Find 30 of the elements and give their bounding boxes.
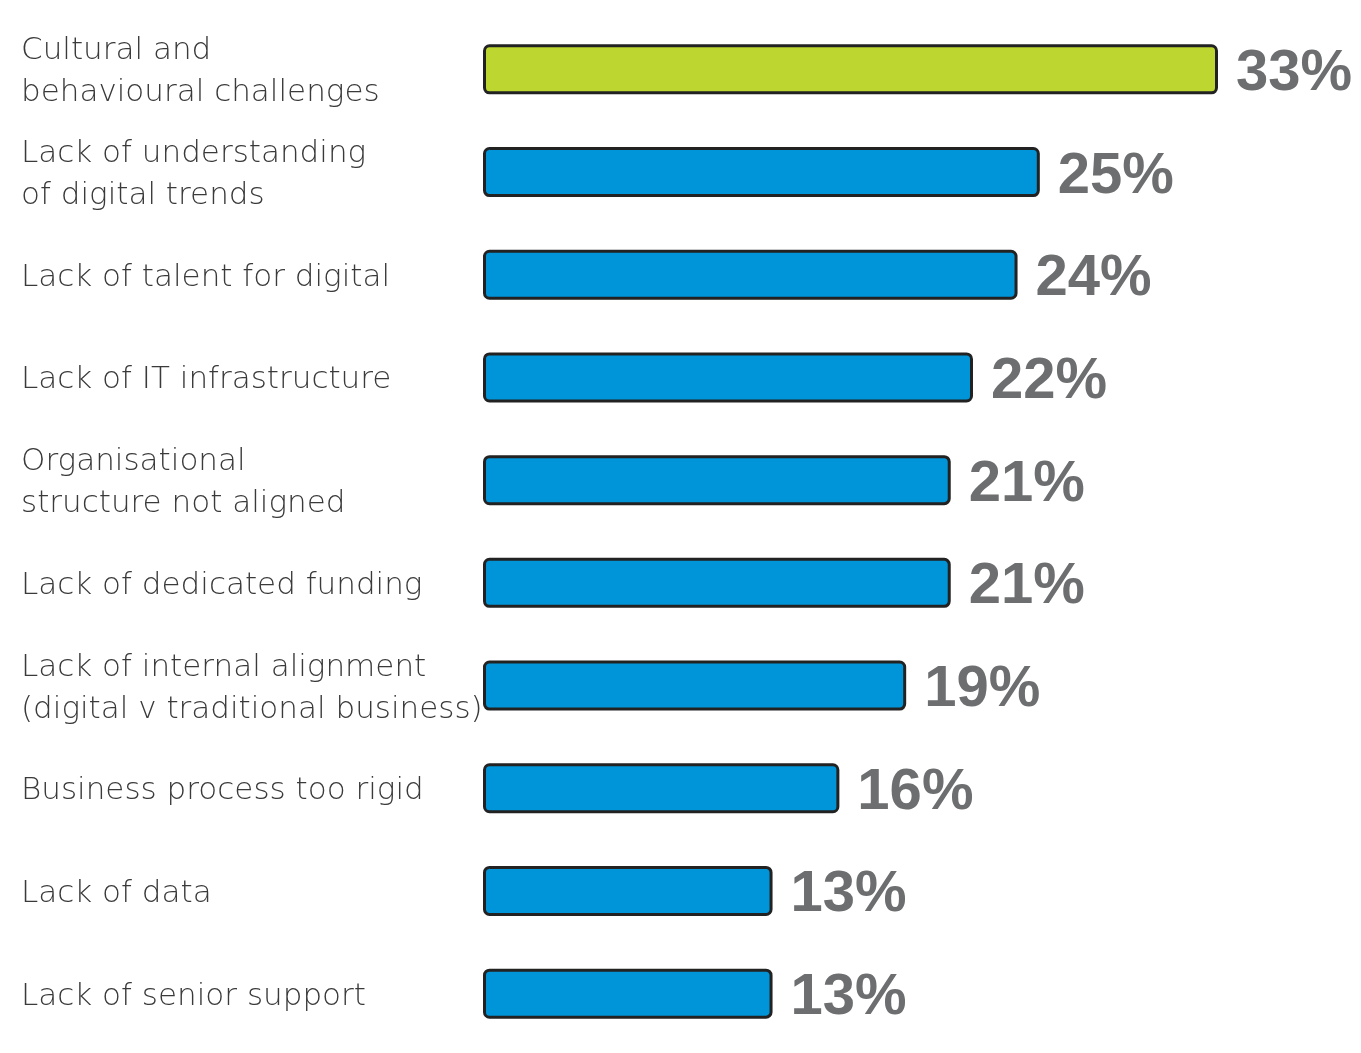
bar	[483, 147, 1040, 198]
y-tick-label: Lack of data	[21, 872, 212, 909]
bar	[483, 763, 840, 814]
data-label: 21%	[968, 447, 1085, 513]
data-label: 24%	[1035, 242, 1152, 308]
data-label: 22%	[991, 344, 1108, 410]
y-tick-label: Business process too rigid	[21, 770, 424, 807]
bar	[483, 968, 773, 1019]
bar	[483, 557, 951, 608]
y-tick-label: Cultural and behavioural challenges	[21, 30, 380, 109]
y-tick-label: Lack of internal alignment (digital v traditional business)	[21, 646, 483, 725]
data-label: 25%	[1057, 139, 1174, 205]
bar	[483, 44, 1218, 95]
y-tick-label: Lack of IT infrastructure	[21, 359, 392, 396]
bar	[483, 660, 907, 711]
y-tick-label: Organisational structure not aligned	[21, 441, 346, 520]
y-tick-label: Lack of senior support	[21, 975, 366, 1012]
data-label: 19%	[924, 653, 1041, 719]
bar	[483, 865, 773, 916]
data-label: 33%	[1236, 36, 1353, 102]
bar	[483, 352, 973, 403]
y-tick-label: Lack of talent for digital	[21, 256, 391, 293]
y-tick-label: Lack of understanding of digital trends	[21, 133, 367, 212]
data-label: 13%	[790, 858, 907, 924]
data-label: 16%	[857, 755, 974, 821]
data-label: 21%	[968, 550, 1085, 616]
data-label: 13%	[790, 961, 907, 1027]
bar	[483, 249, 1018, 300]
y-tick-label: Lack of dedicated funding	[21, 564, 423, 601]
bar	[483, 455, 951, 506]
